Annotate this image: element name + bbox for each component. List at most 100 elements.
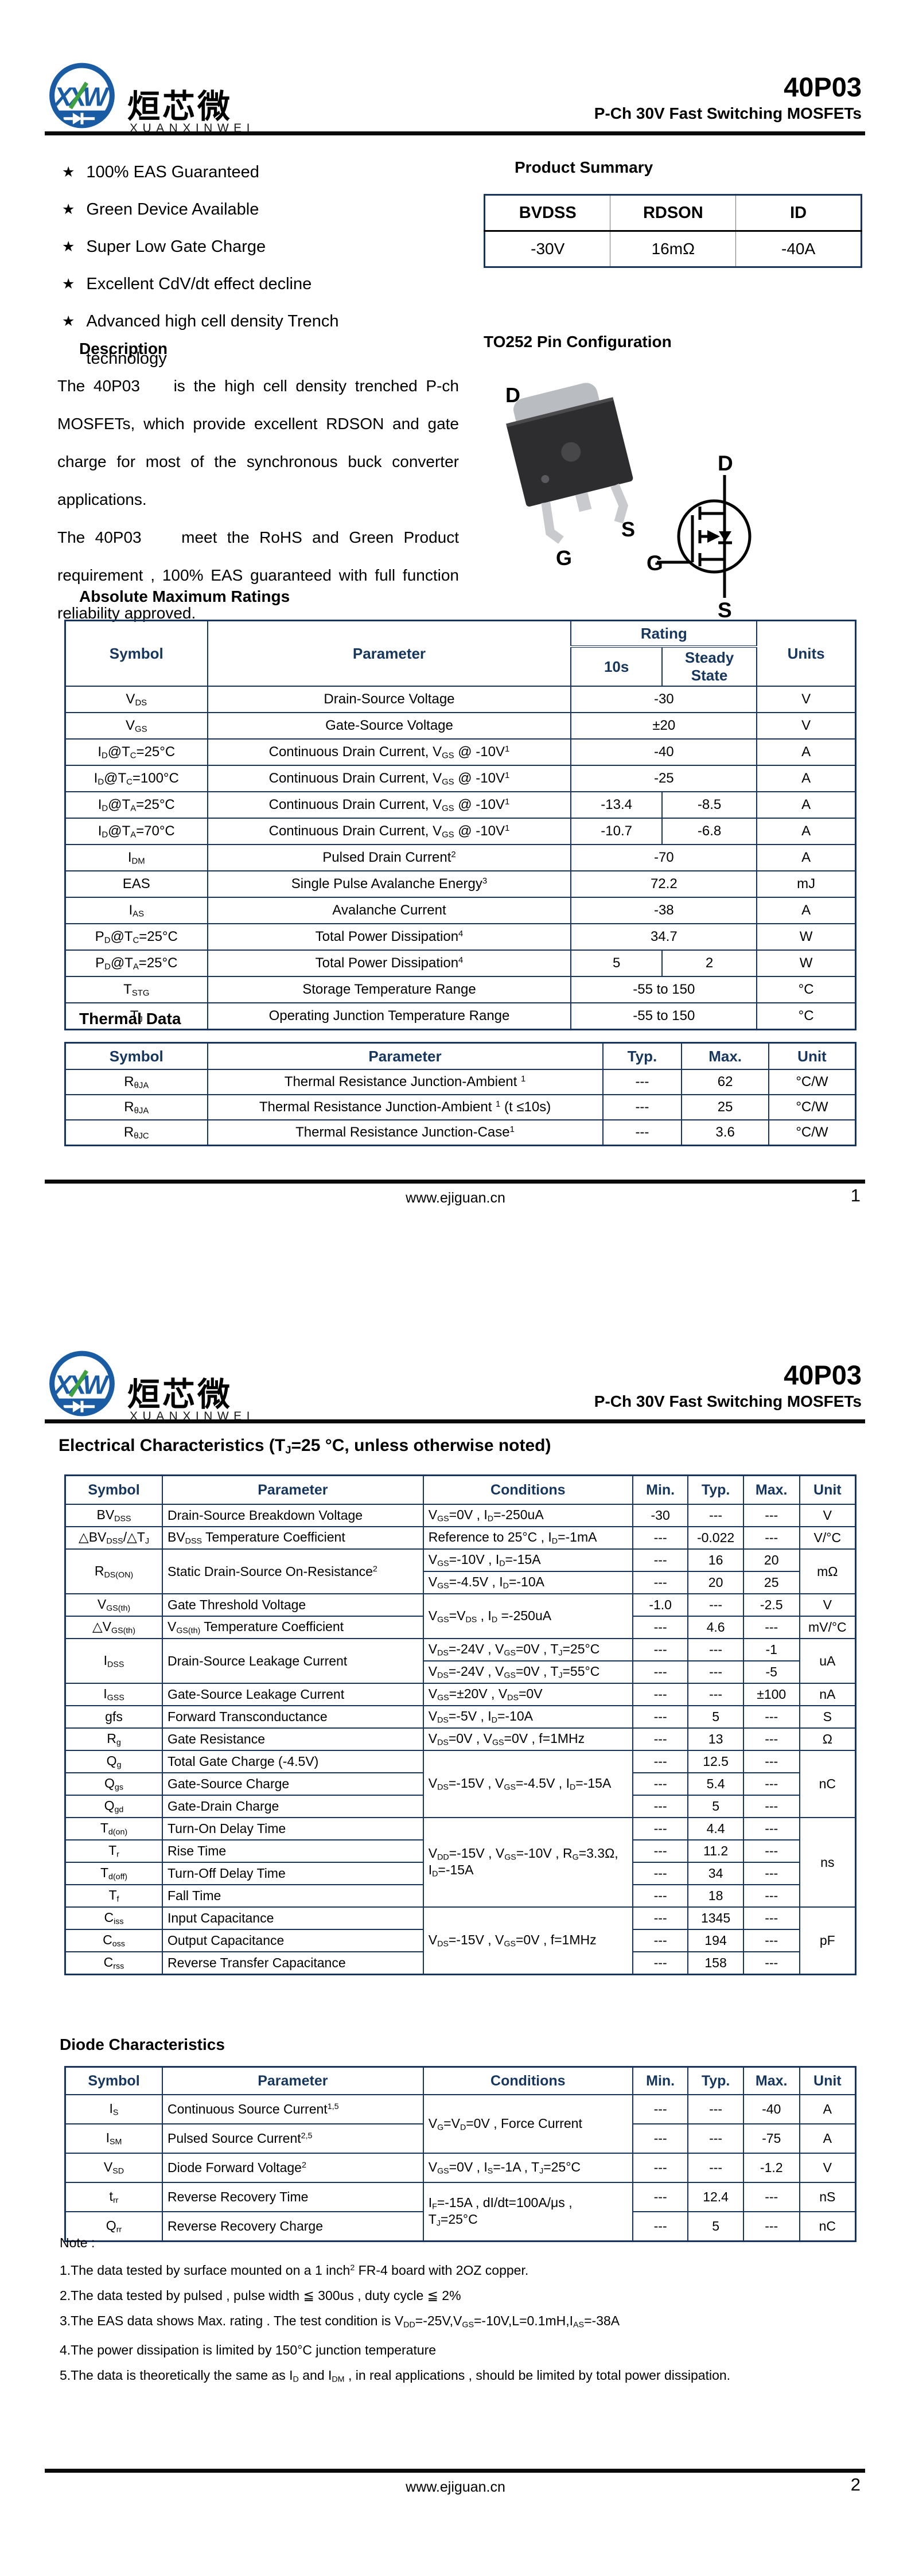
data-cell: Gate Resistance [161,1727,424,1751]
data-cell: A [756,791,857,819]
data-cell: --- [632,2211,689,2242]
data-cell: S [799,1705,857,1729]
data-cell: Single Pulse Avalanche Energy3 [207,870,572,898]
data-cell: -5 [742,1660,800,1684]
data-cell: -40 [570,738,758,766]
data-cell: --- [602,1069,683,1095]
table-row: VGS Gate-Source Voltage ±20 V [64,712,857,740]
doc-subtitle: P-Ch 30V Fast Switching MOSFETs [594,104,862,122]
description-title: Description [79,340,168,357]
symbol-label-s: S [718,598,732,620]
data-cell: 20 [742,1548,800,1572]
data-cell: V [799,2153,857,2183]
header-cell: Unit [799,2066,857,2095]
symbol-label-g: G [647,551,663,575]
data-cell: -40A [735,231,862,267]
data-cell: ID@TC=25°C [64,738,208,766]
data-cell: Gate-Source Leakage Current [161,1683,424,1706]
doc-subtitle: P-Ch 30V Fast Switching MOSFETs [594,1392,862,1410]
star-bullet-icon: ★ [62,239,75,255]
table-row: VGS=-4.5V , ID=-10A --- 20 25 [65,1571,856,1594]
electrical-characteristics-title: Electrical Characteristics (TJ=25 °C, un… [59,1436,551,1456]
table-row: RDS(ON) Static Drain-Source On-Resistance… [64,1548,857,1594]
data-cell: 5 [687,1795,744,1818]
note-item: 2.The data tested by pulsed , pulse widt… [60,2287,461,2303]
data-cell: --- [632,1862,689,1885]
data-cell: Thermal Resistance Junction-Case1 [207,1119,604,1146]
data-cell: Turn-On Delay Time [161,1817,424,1840]
data-cell: --- [687,1504,744,1527]
data-cell: --- [632,1683,689,1706]
data-cell: --- [632,2094,689,2124]
data-cell: Continuous Source Current1,5 [161,2094,424,2124]
data-cell: -0.022 [687,1526,744,1550]
data-cell: Continuous Drain Current, VGS @ -10V1 [207,765,572,792]
data-cell: --- [742,1750,800,1773]
data-cell: pF [799,1906,857,1975]
data-cell: 3.6 [681,1119,769,1146]
data-cell: VGS=0V , IS=-1A , TJ=25°C [422,2153,633,2183]
data-cell: --- [632,1616,689,1639]
data-cell: mJ [756,870,857,898]
data-cell: Continuous Drain Current, VGS @ -10V1 [207,738,572,766]
data-cell: 158 [687,1951,744,1975]
data-cell: Rg [64,1727,163,1751]
data-cell: V/°C [799,1526,857,1550]
data-cell: --- [687,2153,744,2183]
data-cell: --- [742,1727,800,1751]
notes-title: Note : [60,2235,95,2250]
data-cell: --- [632,1571,689,1594]
data-cell: -30 [570,686,758,713]
company-logo-icon: XXW [47,57,123,141]
table-row: IGSS Gate-Source Leakage Current VGS=±20V … [64,1683,857,1706]
data-cell: -1 [742,1638,800,1661]
data-cell: --- [632,2123,689,2154]
header-divider [45,1419,865,1423]
data-cell: °C/W [768,1119,857,1146]
table-row: Td(off) Turn-Off Delay Time --- 34 --- [64,1862,856,1885]
data-cell: V [799,1504,857,1527]
table-row: ID@TC=100°C Continuous Drain Current, VGS… [64,765,857,792]
data-cell: VDS=-15V , VGS=-4.5V , ID=-15A [422,1750,633,1818]
header-cell: Typ. [687,2066,744,2095]
data-cell: -30 [632,1504,689,1527]
data-cell: trr [64,2182,163,2212]
table-row: EAS Single Pulse Avalanche Energy3 72.2 mJ [64,870,857,898]
table-row: VSD Diode Forward Voltage2 VGS=0V , IS=-1A… [64,2153,857,2183]
table-row: Qgd Gate-Drain Charge --- 5 --- [64,1795,856,1818]
data-cell: Gate-Source Charge [161,1772,424,1796]
data-cell: A [756,738,857,766]
data-cell: RθJA [64,1069,208,1095]
data-cell: Reverse Recovery Charge [161,2211,424,2242]
data-cell: Thermal Resistance Junction-Ambient 1 [207,1069,604,1095]
data-table: Symbol Parameter Conditions Min. Typ. Max. Uni… [64,1474,857,1975]
data-cell: VGS=±20V , VDS=0V [422,1683,633,1706]
note-item: 1.The data tested by surface mounted on … [60,2262,529,2278]
electrical-characteristics-table: Symbol Parameter Conditions Min. Typ. Max. Uni… [64,1474,857,1975]
data-cell: --- [632,1884,689,1908]
data-cell: 4.6 [687,1616,744,1639]
table-row: gfs Forward Transconductance VDS=-5V , ID=… [64,1705,857,1729]
feature-text: Excellent CdV/dt effect decline [86,275,312,293]
feature-item: ★ Advanced high cell density Trench techno… [62,303,441,378]
data-cell: --- [632,1817,689,1840]
table-row: △VGS(th) VGS(th) Temperature Coefficient -… [64,1616,857,1639]
data-cell: --- [632,1526,689,1550]
data-cell: Avalanche Current [207,897,572,924]
header-cell: Parameter [161,1474,424,1505]
data-cell: Reverse Transfer Capacitance [161,1951,424,1975]
table-row: RθJA Thermal Resistance Junction-Ambient … [64,1069,857,1095]
star-bullet-icon: ★ [62,201,75,217]
data-cell: △VGS(th) [64,1616,163,1639]
data-cell: -2.5 [742,1593,800,1617]
header-cell: Max. [742,2066,800,2095]
table-row: Qrr Reverse Recovery Charge --- 5 --- nC [64,2211,857,2242]
note-item: 3.The EAS data shows Max. rating . The t… [60,2313,620,2330]
table-row: IDM Pulsed Drain Current2 -70 A [64,844,857,871]
to252-package-image: D S G [485,364,657,571]
table-row: Symbol Parameter Conditions Min. Typ. Max. Uni… [64,2066,857,2095]
data-cell: --- [742,1929,800,1952]
data-cell: --- [687,1660,744,1684]
data-cell: -8.5 [661,791,758,819]
data-cell: ID@TC=100°C [64,765,208,792]
